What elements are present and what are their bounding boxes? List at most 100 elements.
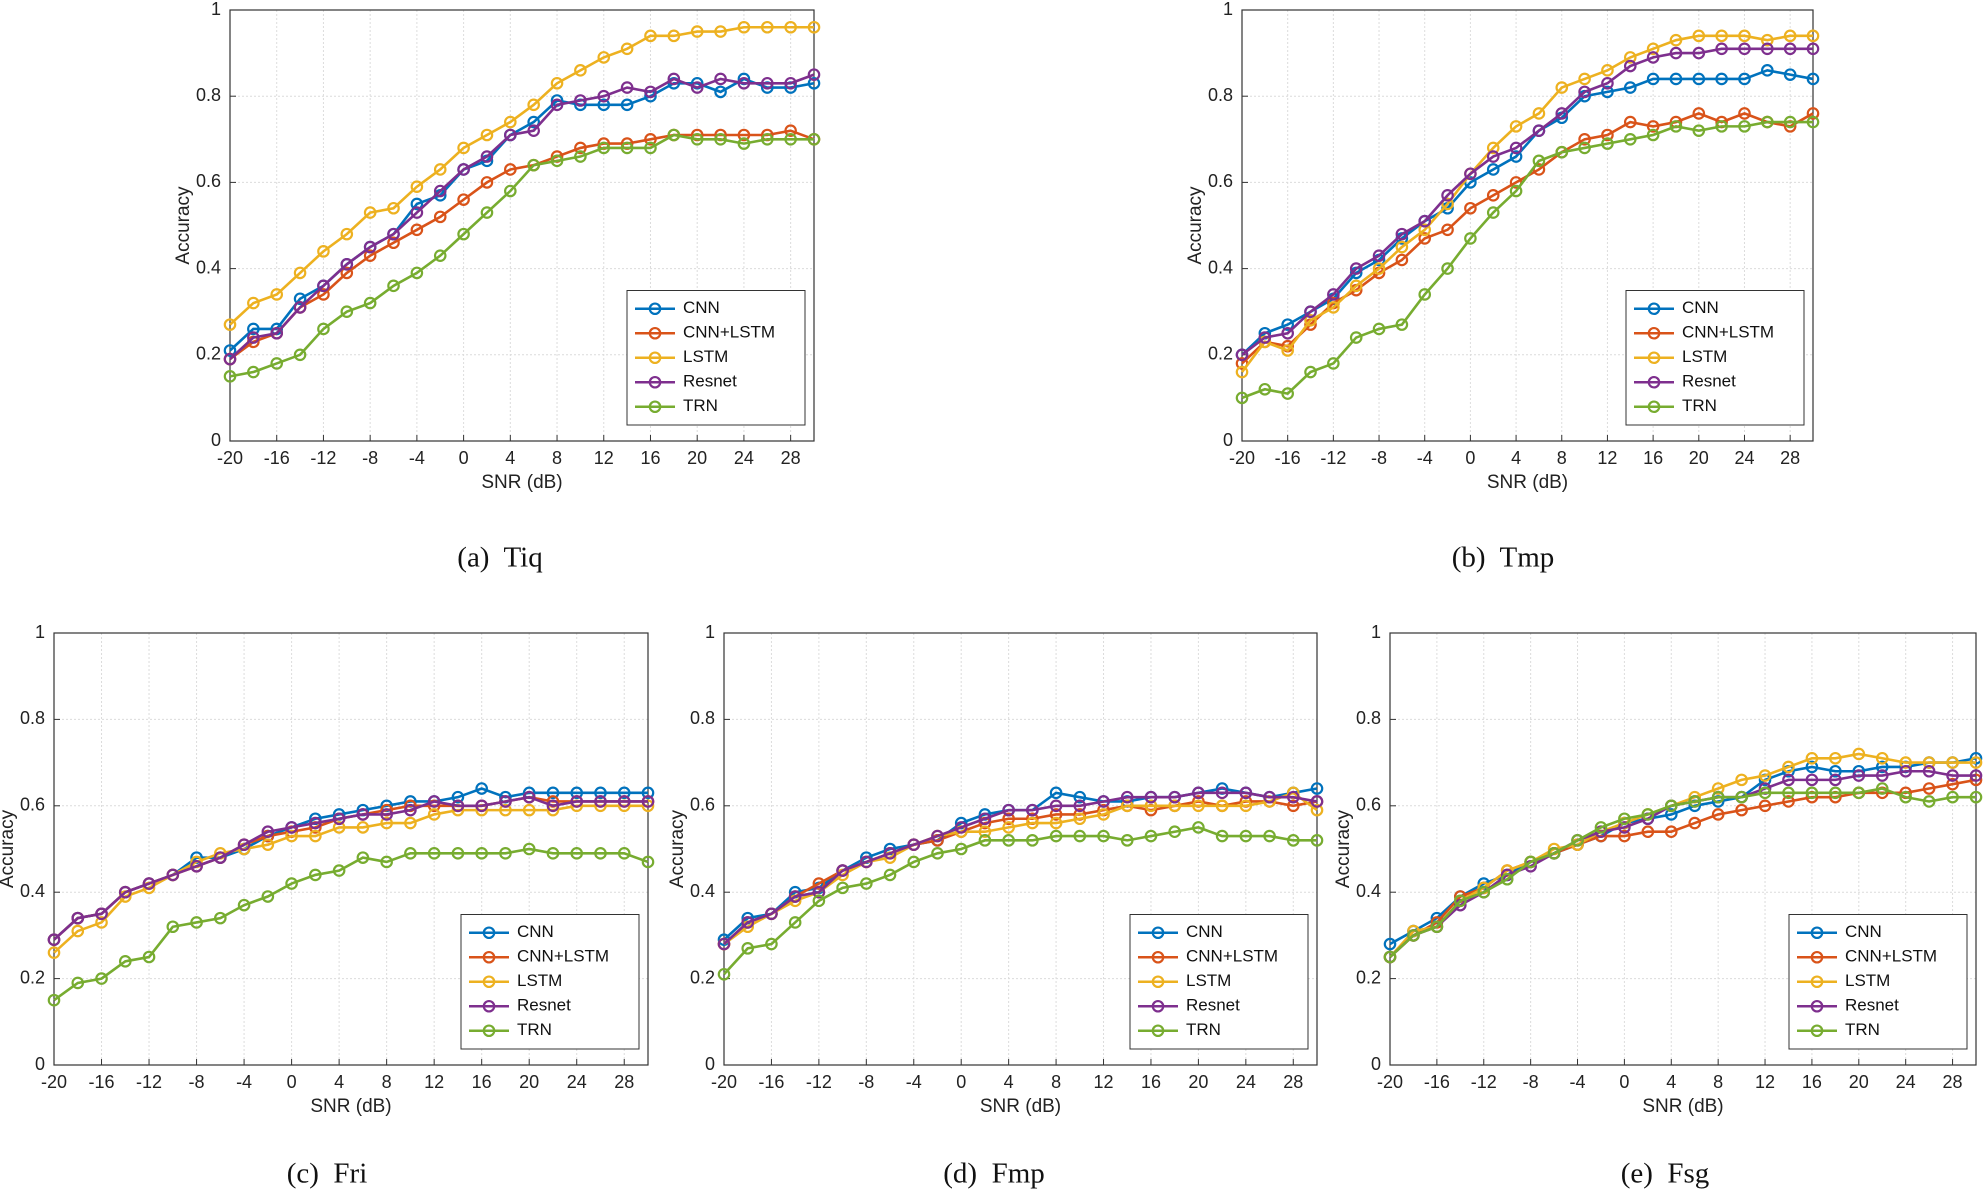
point-marker bbox=[1688, 816, 1702, 830]
point-marker bbox=[223, 370, 237, 383]
point-marker bbox=[1735, 773, 1748, 787]
point-marker bbox=[1073, 799, 1087, 813]
point-marker bbox=[457, 227, 470, 241]
x-tick-label: -8 bbox=[1371, 448, 1387, 468]
point-marker bbox=[1486, 206, 1500, 219]
point-marker bbox=[387, 279, 400, 293]
x-tick-label: -4 bbox=[236, 1072, 252, 1092]
point-marker bbox=[714, 25, 727, 38]
point-marker bbox=[1144, 799, 1158, 813]
point-marker bbox=[1464, 167, 1477, 181]
y-axis-label: Accuracy bbox=[1333, 809, 1354, 888]
x-tick-label: 16 bbox=[1141, 1072, 1161, 1092]
point-marker bbox=[71, 911, 85, 925]
point-marker bbox=[737, 20, 751, 34]
y-tick-label: 0.6 bbox=[1208, 171, 1233, 191]
point-marker bbox=[1715, 42, 1728, 56]
point-marker bbox=[1735, 790, 1748, 804]
point-marker bbox=[1239, 786, 1253, 800]
point-marker bbox=[1097, 829, 1110, 843]
x-tick-label: 12 bbox=[424, 1072, 444, 1092]
axes-box bbox=[229, 9, 815, 442]
x-tick-label: -16 bbox=[89, 1072, 115, 1092]
point-marker bbox=[1715, 72, 1728, 86]
y-tick-label: 0.8 bbox=[690, 708, 715, 728]
y-tick-label: 0.4 bbox=[1356, 881, 1381, 901]
chart: 0 0.2 0.4 0.6 0.8 1 -20 -16 -12 -8 -4 0 4 8 12 16 20 24 28… bbox=[1185, 0, 1820, 574]
x-tick-label: 4 bbox=[1004, 1072, 1014, 1092]
point-marker bbox=[760, 76, 774, 90]
x-tick-label: -12 bbox=[136, 1072, 162, 1092]
point-marker bbox=[667, 72, 681, 86]
point-marker bbox=[1281, 387, 1294, 400]
point-marker bbox=[1805, 751, 1819, 765]
x-axis-label: SNR (dB) bbox=[1642, 1096, 1723, 1117]
point-marker bbox=[1761, 33, 1774, 47]
legend-label: CNN bbox=[1186, 922, 1223, 941]
x-tick-label: 4 bbox=[334, 1072, 344, 1092]
point-marker bbox=[690, 133, 704, 146]
point-marker bbox=[1783, 115, 1797, 129]
point-marker bbox=[47, 993, 61, 1007]
legend-marker bbox=[1647, 326, 1661, 340]
point-marker bbox=[1692, 72, 1706, 86]
point-marker bbox=[1946, 769, 1959, 782]
point-marker bbox=[1532, 107, 1546, 120]
x-tick-label: -4 bbox=[1417, 448, 1433, 468]
point-marker bbox=[1395, 240, 1409, 254]
point-marker bbox=[527, 98, 540, 112]
point-marker bbox=[261, 890, 275, 903]
y-tick-label: 1 bbox=[35, 622, 45, 642]
point-marker bbox=[667, 128, 681, 142]
point-marker bbox=[1852, 747, 1866, 761]
x-tick-label: -12 bbox=[806, 1072, 832, 1092]
x-tick-label: 28 bbox=[781, 448, 801, 468]
point-marker bbox=[954, 842, 968, 856]
point-marker bbox=[1441, 189, 1454, 202]
point-marker bbox=[1601, 76, 1614, 90]
point-marker bbox=[641, 786, 655, 800]
x-tick-label: 4 bbox=[505, 448, 515, 468]
point-marker bbox=[1395, 253, 1409, 267]
point-marker bbox=[1758, 769, 1772, 782]
point-marker bbox=[1477, 885, 1491, 899]
x-tick-label: 12 bbox=[1755, 1072, 1775, 1092]
point-marker bbox=[340, 257, 354, 271]
point-marker bbox=[410, 266, 424, 280]
point-marker bbox=[812, 885, 826, 899]
point-marker bbox=[1509, 150, 1523, 163]
point-marker bbox=[1852, 786, 1866, 800]
point-marker bbox=[317, 322, 330, 336]
point-marker bbox=[1618, 812, 1631, 826]
x-tick-label: 20 bbox=[1689, 448, 1709, 468]
y-tick-label: 0 bbox=[35, 1054, 45, 1074]
point-marker bbox=[836, 864, 849, 877]
point-marker bbox=[1761, 115, 1774, 129]
point-marker bbox=[620, 81, 634, 94]
point-marker bbox=[475, 847, 488, 860]
point-marker bbox=[499, 847, 512, 860]
point-marker bbox=[356, 821, 370, 834]
point-marker bbox=[317, 279, 330, 293]
point-marker bbox=[1286, 799, 1300, 813]
point-marker bbox=[1281, 318, 1294, 331]
point-marker bbox=[1758, 786, 1772, 800]
point-marker bbox=[907, 855, 921, 869]
point-marker bbox=[166, 868, 180, 882]
point-marker bbox=[142, 877, 156, 890]
point-marker bbox=[1618, 829, 1631, 843]
x-tick-label: -16 bbox=[758, 1072, 784, 1092]
x-tick-label: -16 bbox=[1275, 448, 1301, 468]
point-marker bbox=[1486, 150, 1500, 163]
point-marker bbox=[1555, 107, 1569, 120]
point-marker bbox=[522, 790, 536, 804]
point-marker bbox=[433, 184, 447, 198]
point-marker bbox=[788, 890, 802, 903]
point-marker bbox=[1623, 59, 1637, 73]
caption: (d) Fmp bbox=[943, 1158, 1045, 1190]
point-marker bbox=[641, 795, 655, 808]
point-marker bbox=[1806, 107, 1820, 120]
point-marker bbox=[667, 29, 681, 43]
point-marker bbox=[1738, 107, 1751, 120]
point-marker bbox=[812, 877, 826, 890]
